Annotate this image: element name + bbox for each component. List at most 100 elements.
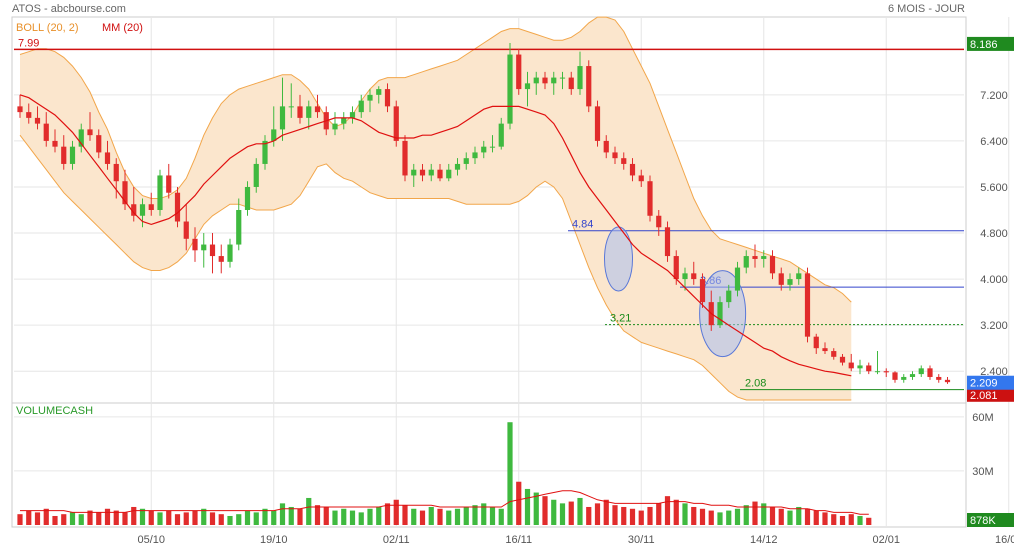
candle-body — [43, 123, 49, 141]
volume-bar — [691, 506, 697, 525]
candle-body — [691, 273, 697, 280]
volume-bar — [848, 514, 854, 525]
volume-bar — [524, 488, 531, 525]
volume-bar — [734, 508, 741, 525]
candle-body — [428, 169, 434, 176]
candle-body — [393, 106, 399, 141]
badge-lower: 2.081 — [970, 390, 998, 402]
annotation-ellipse — [604, 226, 633, 292]
candle-body — [542, 77, 548, 84]
candle-body — [139, 204, 146, 216]
volume-bar — [568, 501, 574, 525]
volume-bar — [594, 503, 601, 525]
volume-bar — [866, 517, 872, 525]
price-badges: 2.081 8.186 2.209 878K — [967, 36, 1014, 527]
x-tick-label: 14/12 — [750, 534, 778, 546]
volume-bar — [411, 508, 417, 525]
level-label: 2.08 — [745, 378, 766, 390]
volume-bar — [577, 497, 583, 525]
volume-bar — [271, 510, 277, 525]
volume-bar — [104, 508, 111, 525]
volume-bar — [201, 508, 207, 525]
candle-body — [638, 175, 644, 182]
volume-bar — [96, 512, 102, 525]
candle-body — [411, 169, 417, 176]
legend-ma: MM (20) — [102, 22, 143, 34]
candle-body — [489, 146, 496, 148]
volume-bar — [612, 505, 618, 525]
candle-body — [743, 256, 749, 268]
period-label: 6 MOIS - JOUR — [888, 3, 965, 15]
candle-body — [122, 181, 128, 205]
level-label: 7.99 — [18, 37, 39, 49]
y-tick-label: 4.000 — [980, 274, 1008, 286]
candle-body — [848, 362, 854, 369]
x-axis-labels: 05/10 19/10 02/11 16/11 30/11 14/12 02/01 16/01… — [137, 534, 1014, 546]
volume-bar — [262, 508, 268, 525]
candle-body — [26, 112, 32, 118]
candle-body — [314, 106, 321, 113]
candle-body — [699, 279, 706, 303]
candle-body — [34, 117, 41, 124]
y-tick-label: 4.800 — [980, 228, 1008, 240]
candle-body — [787, 279, 793, 285]
volume-bar — [822, 512, 828, 525]
candle-body — [559, 77, 566, 79]
volume-bar — [341, 508, 347, 525]
candle-body — [647, 181, 653, 216]
volume-bar — [481, 503, 487, 525]
volume-bar — [297, 508, 303, 525]
badge-last: 2.209 — [970, 378, 998, 390]
volume-bar — [192, 510, 198, 525]
chart-title: ATOS - abcbourse.com — [12, 3, 126, 15]
volume-bar — [139, 508, 146, 525]
candle-body — [516, 54, 522, 90]
y-tick-label: 7.200 — [980, 90, 1008, 102]
volume-bar — [664, 496, 671, 525]
volume-bar — [489, 506, 496, 525]
volume-bar — [376, 506, 382, 525]
badge-lower-bg — [967, 387, 1014, 402]
x-tick-label: 02/11 — [383, 534, 410, 546]
candle-body — [629, 163, 636, 176]
volume-bar — [761, 503, 767, 525]
y-axis-labels: 7.200 6.400 5.600 4.800 4.000 3.200 2.400 60M 30… — [972, 90, 1007, 478]
candle-body — [944, 379, 951, 383]
candle-body — [183, 221, 189, 239]
candle-body — [236, 210, 242, 245]
candle-body — [209, 244, 216, 257]
candle-body — [376, 89, 382, 95]
candle-body — [262, 140, 268, 164]
volume-bar — [209, 512, 216, 525]
volume-bar — [533, 492, 539, 525]
volume-bar — [629, 508, 636, 525]
volume-bar — [516, 481, 522, 525]
volume-bar — [17, 514, 23, 525]
volume-bar — [61, 514, 67, 525]
candle-body — [384, 89, 391, 107]
volume-bar — [551, 499, 557, 525]
volume-bar — [804, 508, 811, 525]
volume-bar — [358, 512, 364, 525]
volume-bar — [236, 514, 242, 525]
candle-body — [96, 135, 102, 153]
candle-body — [271, 129, 277, 141]
candle-body — [918, 368, 924, 375]
volume-bar — [656, 503, 662, 525]
candle-body — [113, 163, 119, 182]
candle-body — [367, 94, 373, 101]
candle-body — [306, 106, 312, 118]
y-tick-label: 2.400 — [980, 366, 1008, 378]
candle-body — [61, 146, 67, 164]
candle-body — [936, 376, 942, 380]
volume-bar — [314, 505, 321, 525]
candle-body — [673, 256, 679, 280]
volume-bar — [306, 497, 312, 525]
candle-body — [279, 106, 286, 130]
candle-body — [621, 158, 627, 164]
volume-bar — [726, 510, 732, 525]
volume-bar — [148, 510, 154, 525]
legend-boll: BOLL (20, 2) — [16, 22, 79, 34]
candle-body — [17, 106, 23, 113]
candle-body — [148, 204, 154, 210]
